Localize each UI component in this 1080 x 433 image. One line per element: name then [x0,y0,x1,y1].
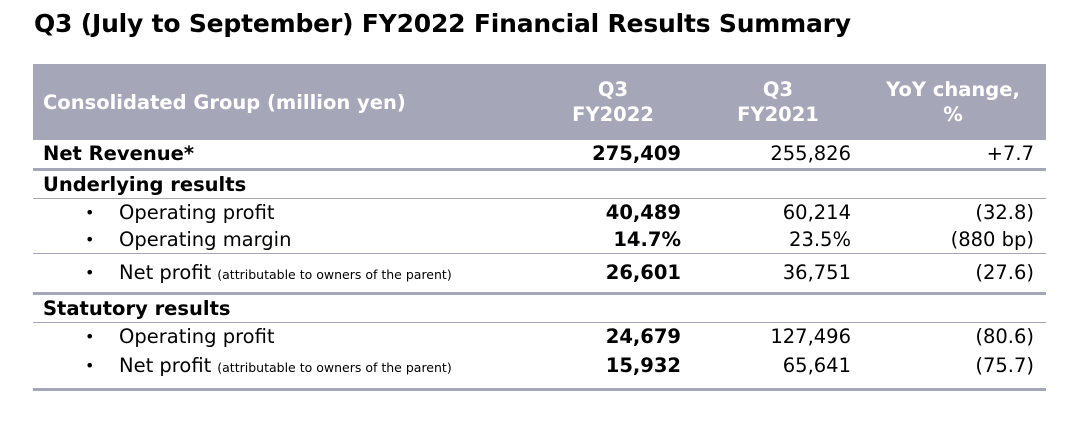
header-q3-fy2022-line2: FY2022 [572,103,654,126]
row-label-text: Net profit [119,261,212,284]
row-note: (attributable to owners of the parent) [217,267,452,282]
header-yoy-line1: YoY change, [886,78,1020,101]
row-label-text: Operating profit [119,201,275,224]
row-previous: 36,751 [782,261,851,284]
table-header: Consolidated Group (million yen) Q3 FY20… [33,64,1046,140]
bullet-icon: • [85,356,95,375]
row-note: (attributable to owners of the parent) [217,360,452,375]
divider [33,322,1046,323]
net-revenue-current: 275,409 [592,142,681,165]
divider [33,388,1046,391]
row-label: Operating profit [119,323,275,350]
row-label: Net profit (attributable to owners of the… [119,350,452,384]
bullet-icon: • [85,327,95,346]
table-row: • Operating profit 40,489 60,214 (32.8) [33,199,1046,226]
row-previous: 23.5% [789,228,851,251]
table-row: • Net profit (attributable to owners of t… [33,254,1046,292]
section-heading-statutory: Statutory results [33,295,1046,322]
row-label-text: Operating margin [119,228,292,251]
bullet-icon: • [85,263,95,282]
row-current: 14.7% [613,228,681,251]
table-row-net-revenue: Net Revenue* 275,409 255,826 +7.7 [33,140,1046,168]
header-yoy-change: YoY change, % [868,64,1038,140]
row-label: Operating margin [119,226,291,253]
header-q3-fy2022: Q3 FY2022 [533,64,693,140]
row-yoy: (32.8) [975,201,1034,224]
results-table: Consolidated Group (million yen) Q3 FY20… [33,64,1046,391]
row-yoy: (80.6) [975,325,1034,348]
divider [33,292,1046,295]
header-group-label-text: Consolidated Group (million yen) [43,90,406,114]
row-current: 15,932 [605,354,681,377]
row-label-text: Net profit [119,354,212,377]
row-label: Operating profit [119,199,275,226]
row-label-text: Operating profit [119,325,275,348]
net-revenue-label: Net Revenue* [43,142,195,165]
divider [33,198,1046,199]
row-current: 26,601 [605,261,681,284]
page-title: Q3 (July to September) FY2022 Financial … [34,9,851,38]
net-revenue-yoy: +7.7 [986,142,1034,165]
table-row: • Operating margin 14.7% 23.5% (880 bp) [33,226,1046,253]
row-yoy: (75.7) [975,354,1034,377]
header-yoy-line2: % [943,103,963,126]
bullet-icon: • [85,230,95,249]
statutory-heading: Statutory results [43,297,231,320]
header-q3-fy2021: Q3 FY2021 [698,64,858,140]
header-q3-fy2021-line1: Q3 [762,78,794,101]
table-row: • Operating profit 24,679 127,496 (80.6) [33,323,1046,350]
header-group-label: Consolidated Group (million yen) [43,64,406,140]
row-current: 24,679 [605,325,681,348]
row-yoy: (27.6) [975,261,1034,284]
net-revenue-previous: 255,826 [770,142,851,165]
row-previous: 65,641 [782,354,851,377]
underlying-heading: Underlying results [43,173,247,196]
divider [33,253,1046,254]
table-row: • Net profit (attributable to owners of t… [33,350,1046,382]
header-q3-fy2022-line1: Q3 [597,78,629,101]
row-yoy: (880 bp) [950,228,1034,251]
row-current: 40,489 [605,201,681,224]
divider [33,168,1046,171]
bullet-icon: • [85,203,95,222]
row-previous: 127,496 [770,325,851,348]
section-heading-underlying: Underlying results [33,171,1046,198]
header-q3-fy2021-line2: FY2021 [737,103,819,126]
row-label: Net profit (attributable to owners of the… [119,254,452,294]
row-previous: 60,214 [782,201,851,224]
